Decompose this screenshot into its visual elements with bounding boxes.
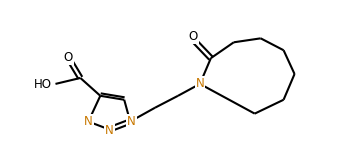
Text: O: O — [64, 51, 73, 64]
Text: N: N — [105, 124, 114, 137]
Text: HO: HO — [33, 78, 52, 91]
Text: N: N — [127, 115, 136, 128]
Text: O: O — [188, 30, 198, 43]
Text: N: N — [84, 115, 93, 128]
Text: N: N — [195, 77, 204, 90]
